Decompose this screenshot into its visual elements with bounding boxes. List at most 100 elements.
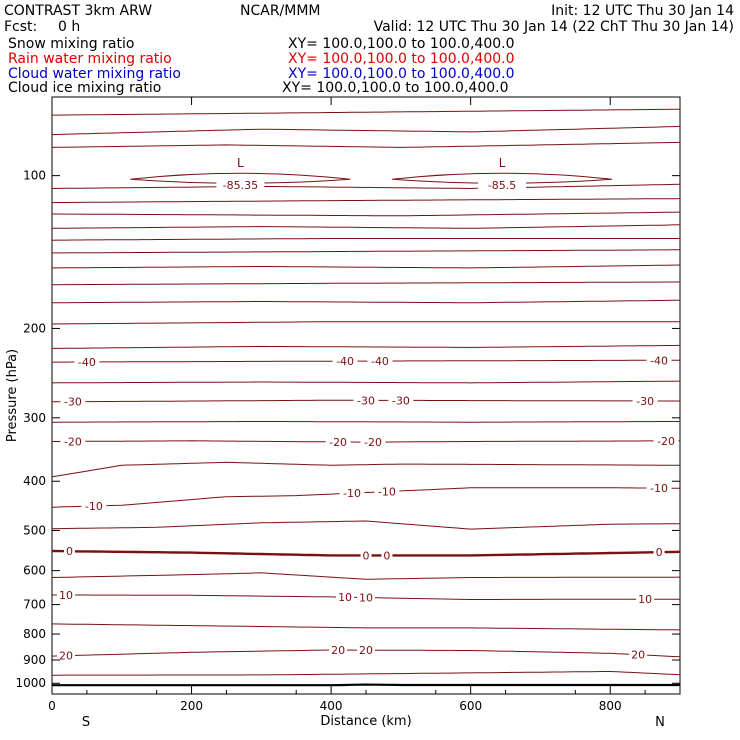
contour-line — [51, 183, 681, 190]
y-tick-label: 700 — [23, 598, 46, 612]
init-time: Init: 12 UTC Thu 30 Jan 14 — [551, 3, 734, 19]
contour-line — [51, 125, 681, 136]
x-tick-label: 200 — [180, 699, 203, 713]
contour-label-bg — [325, 435, 351, 448]
contour-line — [52, 671, 681, 676]
contour-line — [51, 572, 681, 580]
y-tick-label: 200 — [23, 321, 46, 335]
contour-line — [52, 299, 680, 304]
contour-label-bg — [360, 436, 386, 449]
contour-label-bg — [60, 395, 86, 408]
low-letter-bg — [232, 155, 249, 170]
low-marker-letter: L — [499, 156, 506, 170]
contour-label-bg — [357, 591, 375, 604]
contour-line — [51, 321, 680, 325]
contour-label: -10 — [343, 487, 361, 500]
low-marker-letter: L — [237, 156, 244, 170]
contour-label-bg — [646, 354, 672, 367]
contour-line — [52, 421, 680, 423]
low-contour — [130, 172, 351, 184]
center-label: NCAR/MMM — [240, 3, 321, 19]
legend-cloudwater-name: Cloud water mixing ratio — [8, 66, 181, 82]
contour-line — [51, 487, 681, 508]
x-tick-label: 0 — [48, 699, 56, 713]
fcst-label: Fcst: — [4, 19, 38, 35]
contour-label-bg — [629, 648, 648, 661]
low-contour — [392, 172, 613, 184]
contour-label-bg — [653, 434, 679, 447]
contour-label: -20 — [329, 436, 347, 449]
legend-cloudice-name: Cloud ice mixing ratio — [8, 80, 162, 96]
legend-rain-name: Rain water mixing ratio — [8, 51, 172, 67]
contour-line — [52, 281, 680, 286]
contour-label: -40 — [78, 356, 96, 369]
fcst-value: 0 h — [58, 19, 81, 35]
contour-label-bg — [374, 485, 400, 498]
contour-label-bg — [56, 649, 75, 662]
contour-label-bg — [632, 394, 658, 407]
contour-label: -10 — [85, 500, 103, 513]
contour-line — [52, 344, 681, 349]
contour-label-bg — [329, 644, 348, 657]
contour-line — [51, 141, 681, 148]
north-end-label: N — [655, 715, 665, 730]
contour-label-bg — [63, 545, 75, 558]
contour-label: 0 — [66, 545, 73, 558]
contour-layer: -40 -40 -40 -40 -30 -30 -30 -30 -20 -20 -20 -20 -10 -… — [51, 108, 681, 687]
contour-label: 20 — [331, 644, 345, 657]
contour-label-bg — [336, 591, 355, 604]
contour-label-bg — [332, 355, 358, 368]
surface-line — [52, 683, 680, 687]
contour-line — [51, 238, 680, 241]
contour-label: 20 — [59, 650, 73, 663]
contour-label: 0 — [383, 549, 390, 562]
contour-label: -30 — [392, 394, 410, 407]
contour-label: 20 — [631, 649, 645, 662]
contour-line — [52, 224, 681, 229]
contour-label-bg — [388, 394, 414, 407]
contour-label-bg — [74, 355, 100, 368]
app-title: CONTRAST 3km ARW — [4, 3, 153, 19]
contour-label: -40 — [336, 355, 354, 368]
contour-label-bg — [646, 482, 672, 495]
low-value-bg — [478, 179, 527, 192]
contour-label-bg — [636, 593, 655, 606]
x-tick-label: 600 — [459, 699, 482, 713]
contour-label: 10 — [359, 592, 373, 605]
contour-label-bg — [56, 588, 75, 601]
y-tick-label: 1000 — [15, 676, 46, 690]
contour-label: -20 — [64, 435, 82, 448]
x-tick-label: 400 — [320, 699, 343, 713]
y-tick-label: 100 — [23, 169, 46, 183]
contour-label: -30 — [64, 396, 82, 409]
axes-layer: 0 200 400 600 800100200300400500600700800900… — [15, 97, 680, 713]
contour-line — [51, 461, 680, 478]
contour-label-bg — [60, 435, 86, 448]
low-marker-value: -85.35 — [223, 179, 258, 192]
x-axis-label: Distance (km) — [320, 714, 411, 729]
legend-cloudwater-xy: XY= 100.0,100.0 to 100.0,400.0 — [288, 66, 515, 82]
contour-label: 10 — [338, 591, 352, 604]
legend-rain-xy: XY= 100.0,100.0 to 100.0,400.0 — [288, 51, 515, 67]
south-end-label: S — [82, 715, 90, 730]
contour-label-bg — [353, 394, 379, 407]
low-value-bg — [216, 179, 265, 192]
contour-line — [51, 623, 681, 631]
contour-line — [52, 359, 680, 363]
contour-label: -30 — [357, 394, 375, 407]
contour-label: -20 — [657, 435, 675, 448]
y-tick-label: 500 — [23, 523, 46, 537]
contour-label: -10 — [650, 482, 668, 495]
y-tick-label: 600 — [23, 564, 46, 578]
legend-snow-name: Snow mixing ratio — [8, 36, 135, 52]
contour-label: 10 — [59, 589, 73, 602]
contour-label: -40 — [371, 355, 389, 368]
contour-label: -30 — [636, 395, 654, 408]
y-tick-label: 400 — [23, 474, 46, 488]
contour-label-bg — [357, 644, 375, 657]
contour-label-bg — [381, 549, 393, 562]
contour-line — [52, 264, 681, 269]
contour-label: -10 — [378, 486, 396, 499]
contour-label: -20 — [364, 436, 382, 449]
